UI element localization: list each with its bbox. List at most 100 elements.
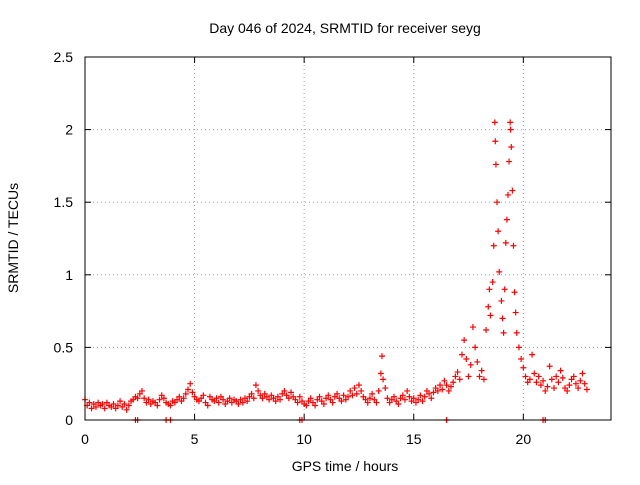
data-point <box>404 387 411 394</box>
data-point <box>537 382 544 389</box>
data-point <box>483 326 490 333</box>
data-point <box>307 395 314 402</box>
data-point <box>272 398 279 405</box>
data-point <box>515 344 522 351</box>
data-point <box>535 373 542 380</box>
data-point <box>461 337 468 344</box>
data-point <box>577 377 584 384</box>
data-point <box>141 395 148 402</box>
data-point <box>439 386 446 393</box>
x-tick-label: 0 <box>81 431 89 447</box>
data-point <box>92 403 99 410</box>
data-point <box>204 402 211 409</box>
data-point <box>334 390 341 397</box>
data-point <box>503 216 510 223</box>
data-point <box>320 401 327 408</box>
data-point <box>364 399 371 406</box>
x-tick-label: 15 <box>406 431 422 447</box>
data-point <box>490 242 497 249</box>
y-tick-label: 0 <box>65 412 73 428</box>
data-point <box>156 396 163 403</box>
data-point <box>419 398 426 405</box>
data-point <box>474 358 481 365</box>
data-point <box>160 395 167 402</box>
data-point <box>378 353 385 360</box>
data-point <box>189 389 196 396</box>
data-point <box>138 387 145 394</box>
data-point <box>213 395 220 402</box>
data-point <box>101 405 108 412</box>
data-point <box>125 402 132 409</box>
data-point <box>220 396 227 403</box>
data-point <box>329 399 336 406</box>
data-point <box>518 356 525 363</box>
data-point <box>266 396 273 403</box>
data-point <box>441 377 448 384</box>
data-point <box>502 239 509 246</box>
data-point <box>426 390 433 397</box>
data-point <box>487 312 494 319</box>
data-point <box>557 367 564 374</box>
data-point <box>250 395 257 402</box>
data-point <box>167 402 174 409</box>
data-point <box>353 390 360 397</box>
data-point <box>492 161 499 168</box>
data-point <box>480 376 487 383</box>
data-point <box>235 401 242 408</box>
data-point <box>345 393 351 400</box>
data-point <box>428 395 435 402</box>
data-point <box>415 396 422 403</box>
data-point <box>454 369 461 376</box>
data-point <box>117 398 124 405</box>
data-point <box>452 373 459 380</box>
x-tick-label: 5 <box>191 431 199 447</box>
data-point <box>498 297 505 304</box>
data-point <box>296 393 303 400</box>
data-point <box>255 387 262 394</box>
data-point <box>215 399 222 406</box>
data-point <box>187 380 194 387</box>
chart-title: Day 046 of 2024, SRMTID for receiver sey… <box>209 20 481 36</box>
data-point <box>555 379 562 386</box>
data-point <box>583 386 590 393</box>
data-point <box>417 392 424 399</box>
data-point <box>450 379 457 386</box>
data-point <box>522 373 529 380</box>
data-point <box>384 395 391 402</box>
data-point <box>121 401 128 408</box>
data-point <box>277 396 284 403</box>
data-point <box>338 398 345 405</box>
data-point <box>382 385 389 392</box>
data-point <box>544 383 551 390</box>
data-point <box>463 356 470 363</box>
data-point <box>533 379 540 386</box>
data-point <box>551 385 558 392</box>
data-point <box>507 126 514 133</box>
data-point <box>401 396 408 403</box>
data-point <box>399 392 406 399</box>
data-point <box>492 138 499 145</box>
data-point <box>252 382 259 389</box>
data-point <box>248 390 255 397</box>
data-point <box>391 393 398 400</box>
y-tick-label: 0.5 <box>54 339 74 355</box>
data-point <box>375 387 382 394</box>
data-point <box>575 385 582 392</box>
data-point <box>495 228 502 235</box>
data-point <box>564 387 571 394</box>
data-point <box>434 387 441 394</box>
data-point <box>570 373 577 380</box>
data-point <box>303 402 310 409</box>
plot-frame <box>84 56 612 421</box>
data-point <box>325 392 332 399</box>
data-point <box>366 395 373 402</box>
data-point <box>200 392 207 399</box>
data-point <box>154 402 161 409</box>
data-point <box>476 373 483 380</box>
data-point <box>485 303 492 310</box>
data-point <box>288 389 295 396</box>
data-point <box>458 351 465 358</box>
data-point <box>182 390 189 397</box>
data-point <box>99 401 106 408</box>
data-point <box>448 383 455 390</box>
